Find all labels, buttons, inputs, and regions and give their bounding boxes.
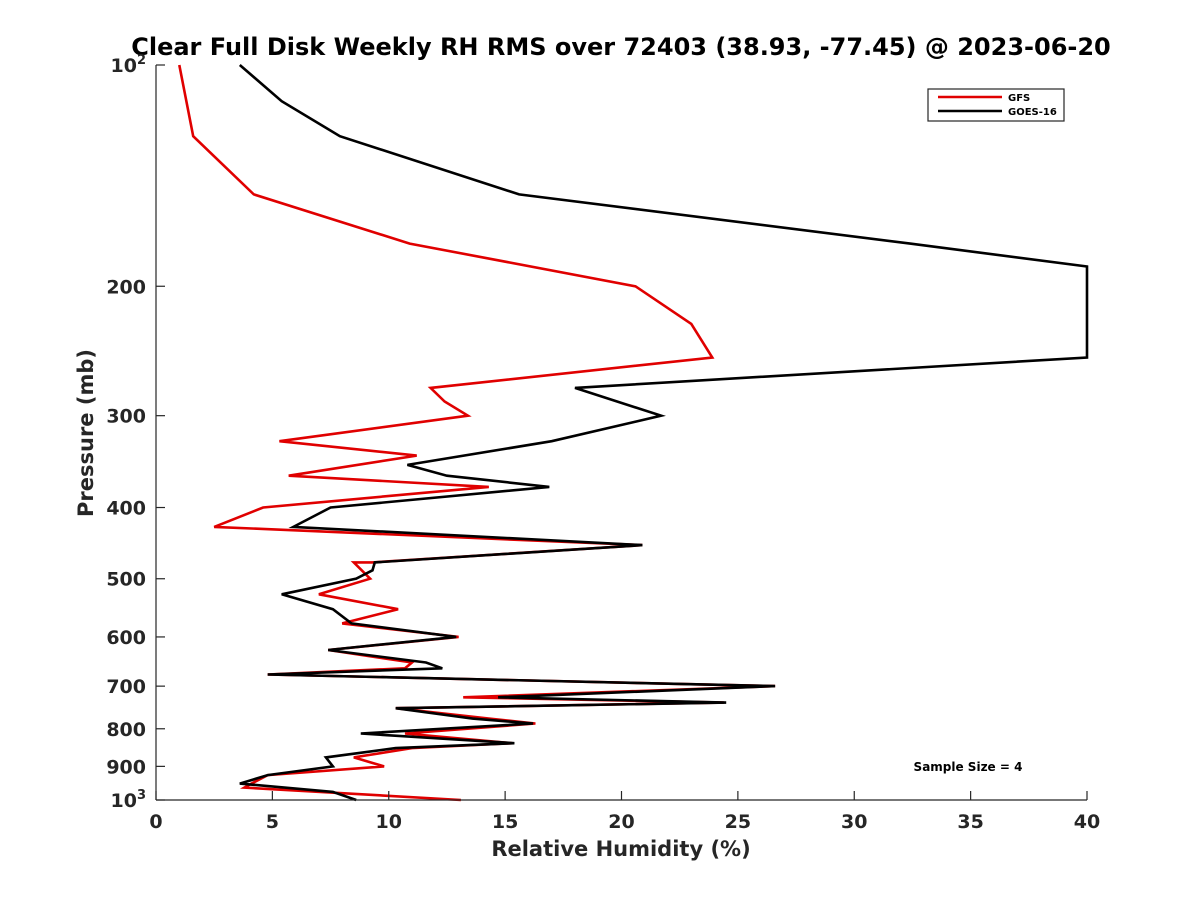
y-tick-label: 200: [106, 276, 146, 298]
x-tick-label: 20: [608, 811, 634, 833]
y-tick-label: 700: [106, 676, 146, 698]
series-line-goes-16: [238, 64, 1089, 802]
y-axis-label: Pressure (mb): [74, 349, 98, 517]
x-tick-label: 25: [725, 811, 751, 833]
legend: GFS GOES-16: [927, 88, 1065, 122]
plot-area: [178, 64, 1089, 802]
y-tick-label: 102: [111, 53, 147, 77]
x-tick-label: 30: [841, 811, 867, 833]
y-tick-label: 103: [111, 788, 147, 812]
x-tick-label: 5: [266, 811, 279, 833]
y-tick-label: 500: [106, 569, 146, 591]
x-tick-label: 35: [957, 811, 983, 833]
y-tick-label: 300: [106, 406, 146, 428]
x-tick-label: 40: [1074, 811, 1100, 833]
x-tick-label: 0: [149, 811, 162, 833]
axes: [155, 65, 1087, 801]
y-tick-label: 600: [106, 627, 146, 649]
legend-label: GFS: [1008, 93, 1030, 104]
x-tick-label: 15: [492, 811, 518, 833]
chart-title: Clear Full Disk Weekly RH RMS over 72403…: [131, 33, 1111, 61]
sample-size-annotation: Sample Size = 4: [914, 760, 1023, 774]
legend-box: [927, 88, 1065, 122]
x-axis-label: Relative Humidity (%): [491, 837, 750, 861]
y-ticks: 102 200 300 400 500 600 700 800 900 103: [106, 53, 165, 812]
x-ticks: 0 5 10 15 20 25 30 35 40: [149, 791, 1100, 833]
x-tick-label: 10: [376, 811, 402, 833]
y-tick-label: 400: [106, 498, 146, 520]
legend-label: GOES-16: [1008, 107, 1057, 118]
y-tick-label: 900: [106, 756, 146, 778]
y-tick-label: 800: [106, 719, 146, 741]
